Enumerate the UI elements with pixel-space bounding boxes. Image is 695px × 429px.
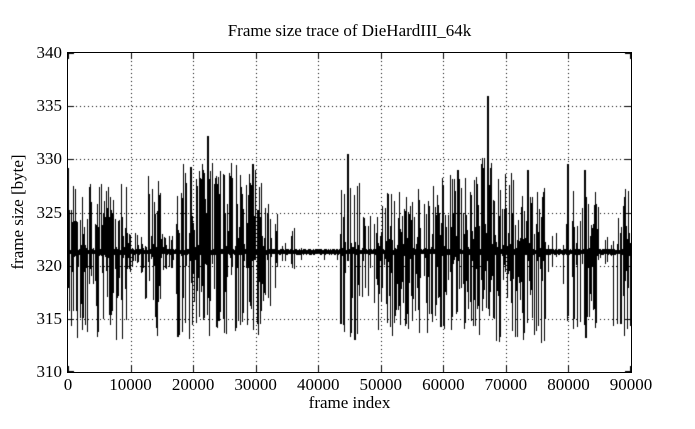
y-tick-label: 340 xyxy=(36,43,63,62)
x-tick-label: 20000 xyxy=(171,375,215,394)
y-tick-label: 320 xyxy=(36,255,63,275)
y-tick-label: 310 xyxy=(36,362,63,381)
x-tick-label: 30000 xyxy=(234,375,277,394)
x-tick-label: 40000 xyxy=(296,375,340,394)
x-tick-label: 50000 xyxy=(359,375,403,394)
x-tick-label: 60000 xyxy=(422,375,465,394)
y-tick-label: 335 xyxy=(36,96,63,116)
chart-title: Frame size trace of DieHardIII_64k xyxy=(227,21,472,40)
x-tick-label: 80000 xyxy=(547,375,590,394)
trace-canvas xyxy=(68,53,631,372)
x-tick-label: 10000 xyxy=(109,375,152,394)
y-tick-label: 330 xyxy=(36,149,63,169)
x-tick-label: 0 xyxy=(63,375,73,394)
y-tick-label: 325 xyxy=(36,202,63,222)
x-tick-label: 90000 xyxy=(609,375,653,394)
x-tick-label: 70000 xyxy=(484,375,528,394)
y-tick-label: 315 xyxy=(36,308,63,328)
plot-area xyxy=(67,52,632,373)
x-axis-label: frame index xyxy=(308,393,391,412)
